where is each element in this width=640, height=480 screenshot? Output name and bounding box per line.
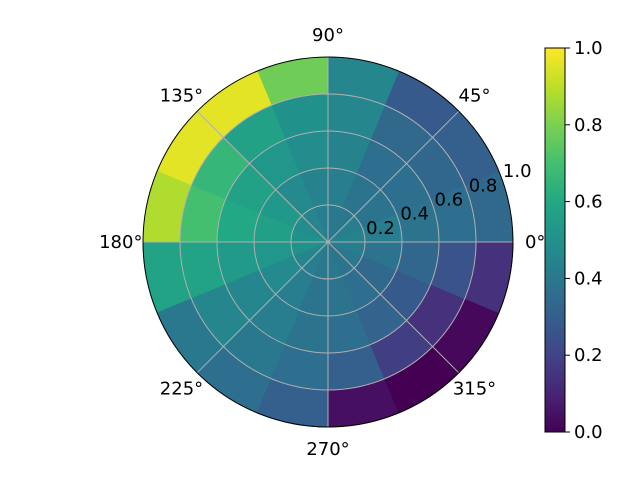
angular-gridlines xyxy=(143,57,513,427)
theta-gridline xyxy=(327,110,460,243)
theta-gridline xyxy=(327,241,460,374)
r-tick-label: 1.0 xyxy=(503,161,532,182)
theta-gridline xyxy=(196,241,329,374)
colorbar-ticks: 0.0 0.2 0.4 0.6 0.8 1.0 xyxy=(565,38,603,443)
theta-tick-labels: 0° 45° 90° 135° 180° 225° 270° 315° xyxy=(99,25,545,460)
colorbar-tick-label: 0.2 xyxy=(574,345,603,366)
theta-tick-label: 0° xyxy=(525,232,545,253)
r-tick-label: 0.6 xyxy=(435,190,464,211)
theta-tick-label: 135° xyxy=(160,85,203,106)
r-tick-label: 0.2 xyxy=(366,218,395,239)
colorbar-tick-label: 0.0 xyxy=(574,422,603,443)
theta-tick-label: 90° xyxy=(312,25,344,46)
colorbar-tick-label: 0.8 xyxy=(574,115,603,136)
theta-tick-label: 45° xyxy=(459,85,491,106)
theta-tick-label: 315° xyxy=(453,379,496,400)
colorbar-tick-label: 0.6 xyxy=(574,192,603,213)
r-tick-labels: 0.20.4 0.60.81.0 xyxy=(366,161,531,239)
colorbar-tick-label: 0.4 xyxy=(574,268,603,289)
colorbar-tick-label: 1.0 xyxy=(574,38,603,59)
theta-gridline xyxy=(196,110,329,243)
polar-frame xyxy=(142,56,514,428)
theta-tick-label: 180° xyxy=(99,232,142,253)
theta-tick-label: 270° xyxy=(306,439,349,460)
colorbar xyxy=(544,47,566,433)
theta-tick-label: 225° xyxy=(160,379,203,400)
r-tick-label: 0.8 xyxy=(469,175,498,196)
r-tick-label: 0.4 xyxy=(400,204,429,225)
